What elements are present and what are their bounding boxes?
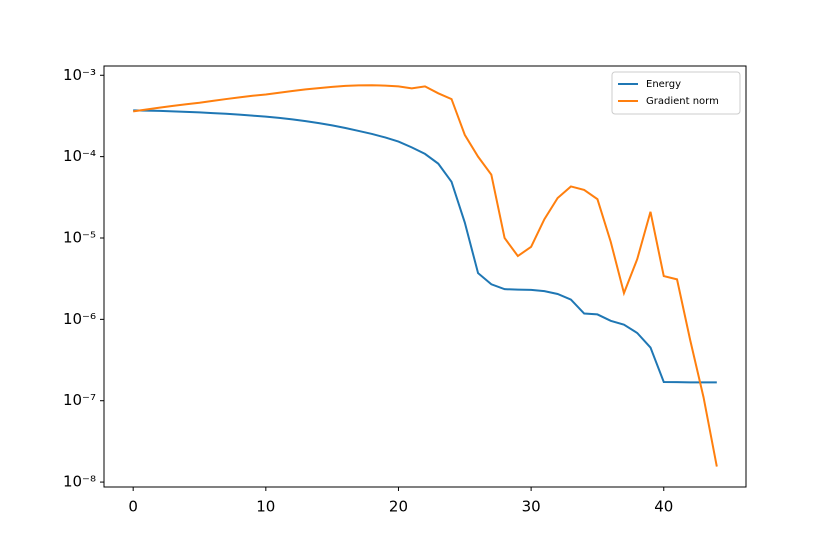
y-tick-label: 10⁻⁴ bbox=[63, 147, 96, 165]
legend-box bbox=[611, 71, 741, 115]
y-tick-label: 10⁻⁶ bbox=[63, 310, 96, 328]
line-series bbox=[133, 84, 718, 467]
x-tick-label: 0 bbox=[128, 498, 138, 516]
x-tick-label: 40 bbox=[654, 498, 673, 516]
line-series bbox=[133, 109, 717, 384]
y-tick-label: 10⁻⁸ bbox=[63, 473, 96, 491]
y-tick-label: 10⁻³ bbox=[63, 66, 96, 84]
legend-label: Gradient norm bbox=[646, 96, 719, 107]
y-tick-label: 10⁻⁷ bbox=[63, 391, 96, 409]
x-tick-label: 10 bbox=[256, 498, 275, 516]
x-tick-label: 30 bbox=[522, 498, 541, 516]
x-tick-label: 20 bbox=[389, 498, 408, 516]
axes-frame bbox=[103, 65, 747, 488]
y-tick-label: 10⁻⁵ bbox=[63, 228, 96, 246]
legend-label: Energy bbox=[646, 79, 681, 90]
